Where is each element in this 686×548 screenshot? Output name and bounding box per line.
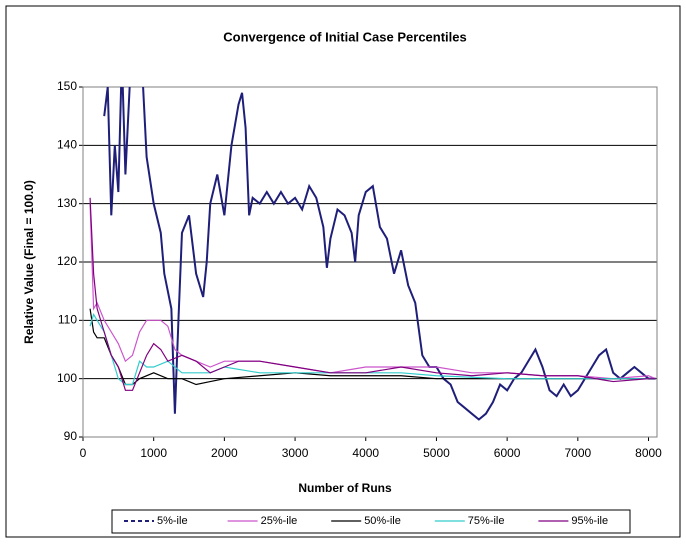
series-line — [89, 197, 656, 391]
x-tick-label: 7000 — [564, 446, 591, 460]
x-tick-label: 6000 — [494, 446, 521, 460]
y-tick-label: 130 — [57, 196, 77, 210]
x-tick-label: 4000 — [352, 446, 379, 460]
legend-label: 75%-ile — [468, 515, 505, 527]
legend-label: 95%-ile — [571, 515, 608, 527]
x-tick-label: 8000 — [635, 446, 662, 460]
y-tick-label: 90 — [64, 429, 78, 443]
chart-title: Convergence of Initial Case Percentiles — [223, 29, 466, 44]
x-axis-label: Number of Runs — [298, 481, 392, 495]
y-tick-label: 140 — [57, 138, 77, 152]
legend-label: 50%-ile — [364, 515, 401, 527]
y-axis-label: Relative Value (Final = 100.0) — [22, 180, 36, 344]
series-line — [103, 87, 656, 421]
chart-frame — [5, 5, 681, 538]
x-tick-label: 2000 — [211, 446, 238, 460]
y-tick-label: 110 — [58, 313, 77, 327]
x-tick-label: 5000 — [423, 446, 450, 460]
legend-label: 5%-ile — [157, 515, 188, 527]
legend-label: 25%-ile — [261, 515, 298, 527]
plot-lines — [89, 87, 656, 421]
plot-area — [82, 86, 658, 438]
y-tick-label: 120 — [57, 254, 77, 268]
y-tick-label: 150 — [57, 79, 77, 93]
legend-box — [111, 509, 631, 534]
series-line — [89, 313, 656, 386]
x-tick-label: 3000 — [282, 446, 309, 460]
x-tick-label: 0 — [80, 446, 87, 460]
y-tick-label: 100 — [57, 371, 77, 385]
x-tick-label: 1000 — [140, 446, 167, 460]
